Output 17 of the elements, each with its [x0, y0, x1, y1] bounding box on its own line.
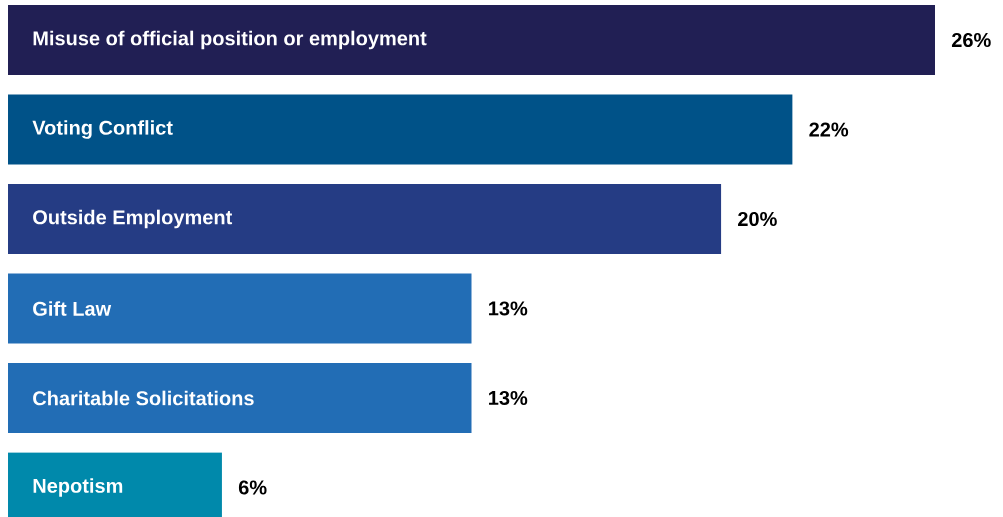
data-label: 13%	[489, 390, 528, 406]
data-label: 26%	[951, 32, 991, 48]
data-label: 13%	[489, 301, 528, 316]
bar	[8, 362, 472, 433]
y-tick-label: Misuse of official position or employment	[33, 30, 427, 50]
y-tick-label: Voting Conflict	[32, 120, 173, 139]
bar	[8, 273, 472, 344]
y-tick-label: Charitable Solicitations	[33, 390, 254, 406]
y-tick-label: Nepotism	[33, 478, 123, 497]
bar	[8, 5, 935, 75]
bar	[8, 184, 722, 254]
y-tick-label: Gift Law	[33, 301, 112, 316]
data-label: 20%	[738, 211, 777, 227]
bar	[8, 94, 793, 165]
data-label: 22%	[809, 122, 849, 137]
data-label: 6%	[238, 480, 267, 495]
y-tick-label: Outside Employment	[33, 209, 233, 229]
